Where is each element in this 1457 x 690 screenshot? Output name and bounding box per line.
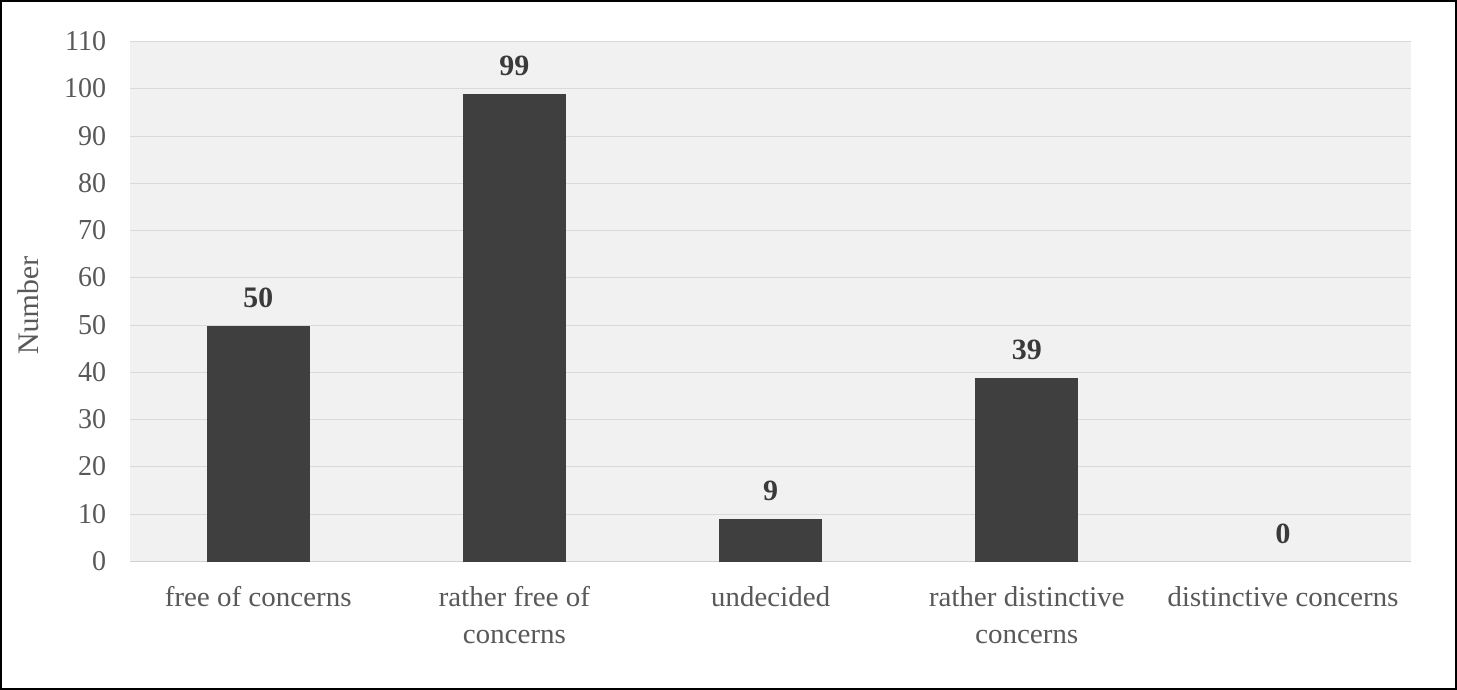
x-category-label: rather distinctive concerns [891,579,1163,653]
x-category-label: distinctive concerns [1147,579,1419,616]
x-category-label-line: rather free of [438,581,590,613]
y-tick-label: 110 [65,26,106,57]
gridline [130,371,1411,373]
gridline [130,41,1411,42]
x-category-label: undecided [635,579,907,616]
y-tick-label: 90 [78,120,106,152]
y-tick-label: 0 [92,546,106,577]
y-tick-label: 10 [78,498,106,530]
bar [975,377,1079,562]
x-category-label-line: concerns [462,618,566,650]
x-category-label: rather free of concerns [378,579,650,653]
x-category-label-line: undecided [710,581,831,613]
x-category-label-line: free of concerns [164,581,352,613]
bar-value-label: 9 [763,474,778,508]
bar [206,325,310,562]
x-category-label-line: distinctive concerns [1167,581,1399,613]
y-tick-label: 70 [78,215,106,247]
gridline [130,277,1411,279]
gridline [130,419,1411,421]
y-tick-label: 50 [78,309,106,341]
gridline [130,466,1411,468]
y-tick-label: 80 [78,167,106,199]
x-category-label-line: concerns [975,618,1079,650]
y-tick-label: 40 [78,356,106,388]
bar-value-label: 0 [1275,517,1291,550]
gridline [130,324,1411,326]
gridline [130,135,1411,137]
y-tick-label: 60 [78,262,106,294]
bar [719,519,822,562]
gridline [130,230,1411,232]
bar-value-label: 99 [499,49,530,82]
y-tick-label: 20 [78,451,106,483]
x-category-label: free of concerns [122,579,394,616]
x-category-label-line: rather distinctive [928,581,1125,613]
gridline [130,88,1411,90]
y-tick-label: 100 [64,73,106,105]
gridline [130,182,1411,184]
y-tick-label: 30 [78,404,106,436]
bar-value-label: 39 [1011,332,1042,366]
plot-area [130,41,1411,562]
bar-value-label: 50 [243,280,274,314]
gridline [130,513,1411,515]
bar [462,94,566,562]
